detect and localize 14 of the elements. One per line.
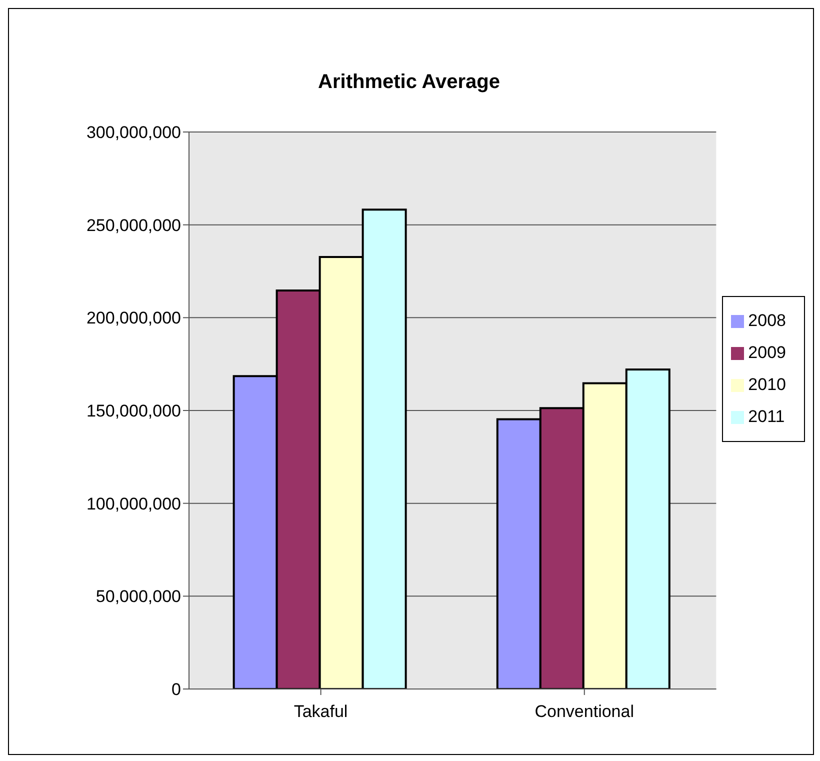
legend-label: 2011 xyxy=(748,407,785,426)
y-tick-label: 250,000,000 xyxy=(86,216,181,235)
y-tick-label: 50,000,000 xyxy=(96,587,181,606)
y-tick-label: 150,000,000 xyxy=(86,402,181,421)
legend-label: 2008 xyxy=(748,311,786,330)
x-tick-label: Conventional xyxy=(534,702,634,722)
y-tick-label: 300,000,000 xyxy=(86,123,181,142)
legend-label: 2010 xyxy=(748,375,786,394)
y-tick-label: 200,000,000 xyxy=(86,308,181,328)
y-tick-label: 100,000,000 xyxy=(86,494,181,514)
legend-label: 2009 xyxy=(748,343,786,362)
x-tick-label: Takaful xyxy=(294,702,348,722)
y-tick-label: 0 xyxy=(172,680,181,700)
chart-title: Arithmetic Average xyxy=(317,71,501,94)
